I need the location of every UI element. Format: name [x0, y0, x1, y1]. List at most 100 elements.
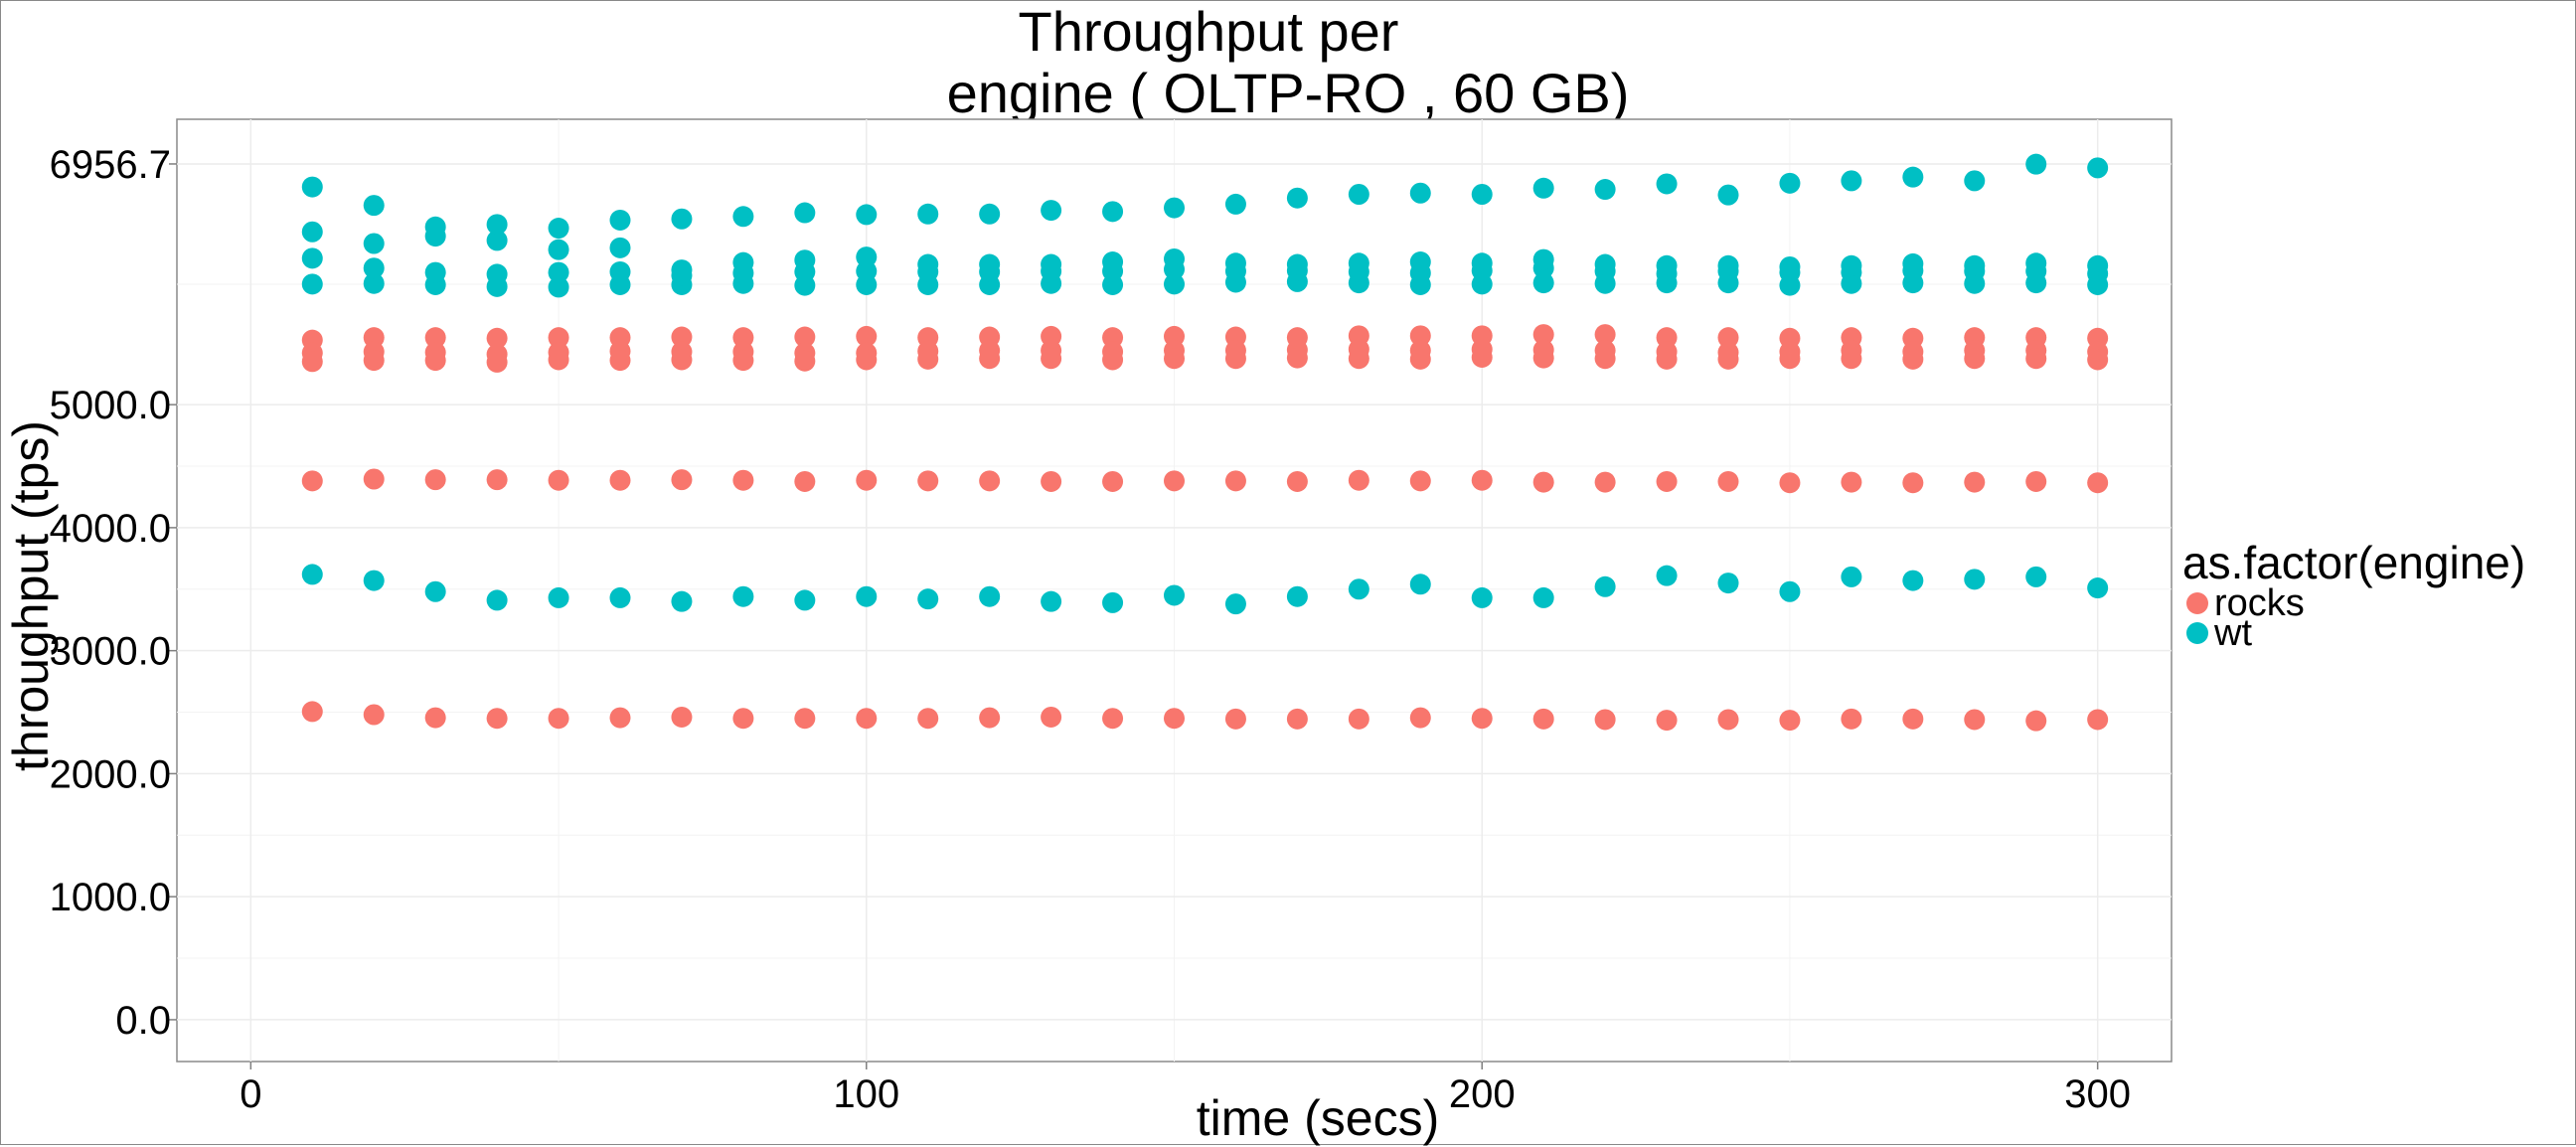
data-point-wt: [2025, 566, 2047, 587]
data-point-wt: [1164, 584, 1185, 606]
data-point-wt: [1286, 585, 1308, 607]
data-point-rocks: [1041, 348, 1062, 370]
data-point-rocks: [1594, 348, 1616, 370]
data-point-rocks: [1471, 469, 1493, 491]
data-point-wt: [1041, 253, 1062, 275]
data-point-rocks: [1594, 471, 1616, 493]
data-point-wt: [1224, 252, 1246, 274]
data-point-wt: [1532, 272, 1554, 294]
data-point-rocks: [1409, 348, 1431, 370]
data-point-rocks: [1902, 708, 1924, 730]
data-point-wt: [609, 586, 631, 608]
data-point-rocks: [856, 325, 878, 347]
data-point-wt: [363, 257, 385, 279]
data-point-rocks: [424, 350, 446, 372]
data-point-wt: [1286, 187, 1308, 209]
data-point-wt: [1964, 170, 1986, 192]
data-point-wt: [2087, 157, 2109, 179]
data-point-wt: [486, 230, 508, 251]
data-point-rocks: [1779, 710, 1801, 732]
data-point-rocks: [1779, 472, 1801, 494]
chart-title-line-2: engine ( OLTP-RO , 60 GB): [946, 62, 1630, 124]
data-point-wt: [363, 233, 385, 254]
data-point-rocks: [2025, 348, 2047, 370]
data-point-wt: [301, 176, 323, 198]
data-point-rocks: [917, 708, 939, 730]
x-axis-ticks: 0 100 200 300: [240, 1062, 2131, 1116]
y-tick-label: 5000.0: [50, 384, 171, 427]
y-tick-label: 0.0: [115, 999, 171, 1043]
data-point-wt: [1286, 253, 1308, 275]
x-axis-label: time (secs): [1196, 1090, 1440, 1146]
data-point-wt: [671, 264, 693, 286]
data-point-wt: [486, 263, 508, 285]
data-point-wt: [1902, 570, 1924, 591]
data-point-wt: [424, 261, 446, 283]
data-point-rocks: [1656, 348, 1678, 370]
data-point-wt: [794, 249, 816, 271]
y-tick-label: 4000.0: [50, 507, 171, 551]
data-point-wt: [1471, 183, 1493, 205]
data-point-wt: [486, 589, 508, 611]
data-point-wt: [1594, 575, 1616, 597]
data-point-wt: [794, 589, 816, 611]
data-point-rocks: [1964, 709, 1986, 731]
data-point-rocks: [671, 326, 693, 348]
data-point-wt: [609, 237, 631, 258]
data-point-wt: [1717, 573, 1739, 594]
data-point-wt: [1532, 586, 1554, 608]
data-point-wt: [2025, 153, 2047, 175]
data-point-rocks: [1286, 708, 1308, 730]
data-point-wt: [732, 251, 754, 273]
data-point-rocks: [671, 349, 693, 371]
x-tick-label: 200: [1449, 1072, 1516, 1116]
data-point-wt: [1348, 183, 1369, 205]
data-point-rocks: [1717, 470, 1739, 492]
data-point-rocks: [856, 349, 878, 371]
y-tick-label: 3000.0: [50, 630, 171, 674]
data-point-rocks: [1656, 710, 1678, 732]
data-point-wt: [548, 261, 569, 283]
data-point-wt: [671, 590, 693, 612]
data-point-rocks: [1409, 470, 1431, 492]
data-point-wt: [732, 206, 754, 228]
data-point-rocks: [424, 469, 446, 491]
data-point-wt: [1102, 251, 1124, 273]
legend-swatch-wt: [2186, 622, 2208, 644]
data-point-wt: [424, 216, 446, 238]
data-point-wt: [548, 276, 569, 298]
data-point-rocks: [1041, 470, 1062, 492]
data-point-wt: [301, 221, 323, 243]
data-point-wt: [1102, 201, 1124, 223]
data-point-wt: [1409, 251, 1431, 273]
legend: as.factor(engine) rocks wt: [2182, 537, 2525, 652]
data-point-wt: [1902, 252, 1924, 274]
data-point-wt: [917, 203, 939, 225]
data-point-rocks: [486, 469, 508, 491]
data-point-wt: [1409, 182, 1431, 204]
data-point-rocks: [794, 326, 816, 348]
data-point-rocks: [1164, 470, 1185, 492]
data-point-rocks: [1348, 348, 1369, 370]
data-point-wt: [1471, 586, 1493, 608]
data-point-wt: [609, 260, 631, 282]
data-point-wt: [1964, 254, 1986, 276]
data-point-rocks: [424, 707, 446, 729]
data-point-rocks: [2025, 470, 2047, 492]
data-point-wt: [1348, 252, 1369, 274]
data-point-rocks: [1841, 471, 1862, 493]
data-point-rocks: [1102, 708, 1124, 730]
data-point-wt: [2087, 577, 2109, 599]
data-point-rocks: [1348, 469, 1369, 491]
data-point-rocks: [917, 470, 939, 492]
y-tick-label: 6956.7: [50, 143, 171, 187]
data-point-rocks: [486, 327, 508, 349]
legend-key-wt: [2182, 618, 2212, 648]
data-point-rocks: [363, 350, 385, 372]
data-point-wt: [1964, 569, 1986, 590]
data-point-rocks: [1286, 347, 1308, 369]
data-point-rocks: [794, 350, 816, 372]
data-point-wt: [1779, 580, 1801, 602]
y-axis-label: throughput (tps): [3, 420, 59, 771]
